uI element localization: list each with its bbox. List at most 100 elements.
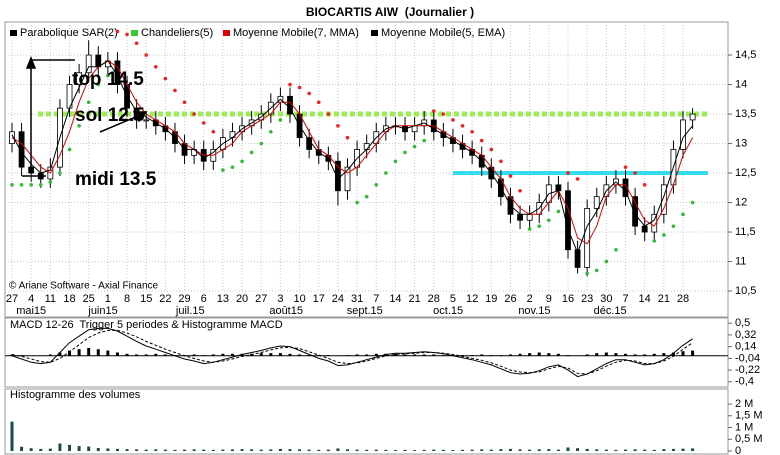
- sar-dot: [115, 29, 120, 34]
- x-tick-label: 6: [201, 293, 207, 305]
- x-tick-label: 14: [389, 293, 401, 305]
- sar-dot: [240, 159, 244, 164]
- sar-dot: [58, 171, 62, 175]
- y-tick-label: 10,5: [735, 285, 756, 297]
- sar-dot: [604, 259, 609, 264]
- sar-dot: [288, 82, 292, 87]
- histogram-bar: [508, 354, 512, 356]
- x-tick-label: 22: [159, 293, 171, 305]
- sar-dot: [527, 227, 532, 231]
- histogram-bar: [518, 353, 522, 356]
- legend-label: Moyenne Mobile(7, MMA): [233, 27, 359, 39]
- x-tick-label: 30: [600, 293, 612, 305]
- sar-dot: [585, 271, 589, 276]
- panel-title: Histogramme des volumes: [10, 389, 141, 401]
- volume-bar: [413, 450, 417, 452]
- x-tick-label: 23: [581, 293, 593, 305]
- candle-body: [651, 213, 658, 233]
- sar-dot: [48, 180, 53, 184]
- y-tick-label: 1 M: [735, 421, 753, 433]
- histogram-bar: [77, 349, 81, 356]
- volume-bar: [154, 449, 158, 452]
- sar-dot: [479, 138, 484, 143]
- sar-dot: [681, 212, 685, 217]
- volume-bar: [77, 446, 81, 452]
- sar-dot: [422, 138, 426, 143]
- volume-bar: [691, 448, 695, 452]
- volume-bar: [288, 449, 292, 452]
- volume-bar: [221, 449, 225, 452]
- month-label: mai15: [16, 305, 46, 317]
- x-tick-label: 7: [622, 293, 628, 305]
- sar-dot: [547, 218, 551, 223]
- volume-bar: [556, 449, 560, 452]
- histogram-bar: [221, 353, 225, 356]
- legend-label: Parabolique SAR(2): [20, 27, 118, 39]
- sar-dot: [153, 65, 158, 69]
- volume-bar: [106, 448, 110, 452]
- legend-swatch: [371, 30, 378, 36]
- volume-bar: [681, 448, 685, 452]
- volume-bar: [403, 449, 407, 452]
- annotation: midi 13.5: [75, 169, 157, 190]
- sar-dot: [508, 174, 513, 178]
- volume-bar: [662, 449, 666, 452]
- sar-dot: [460, 124, 465, 128]
- volume-bar: [489, 449, 493, 452]
- candle-body: [689, 113, 696, 121]
- histogram-bar: [671, 352, 675, 356]
- x-tick-label: 9: [546, 293, 552, 305]
- volume-bar: [346, 449, 350, 452]
- x-tick-label: 1: [105, 293, 111, 305]
- sar-dot: [614, 247, 618, 252]
- volume-bar: [125, 449, 129, 452]
- histogram-bar: [585, 354, 589, 356]
- histogram-bar: [106, 350, 110, 356]
- volume-bar: [20, 446, 24, 452]
- y-tick-label: 1,5 M: [735, 410, 763, 422]
- sar-dot: [86, 100, 91, 105]
- volume-bar: [643, 449, 647, 452]
- candle-body: [593, 196, 600, 209]
- sar-dot: [336, 124, 340, 128]
- annotation: sol 12.5: [75, 105, 145, 126]
- histogram-bar: [326, 355, 330, 356]
- volume-bar: [595, 449, 599, 452]
- x-tick-label: 5: [450, 293, 456, 305]
- volume-bar: [374, 449, 378, 452]
- y-tick-label: 14: [735, 78, 747, 90]
- volume-bar: [240, 449, 244, 452]
- sar-dot: [470, 129, 474, 134]
- histogram-bar: [633, 354, 637, 356]
- volume-bar: [298, 449, 302, 452]
- panel-bar: 2 M1,5 M1 M0,5 M0 Histogramme des volumes: [10, 389, 763, 455]
- histogram-bar: [499, 355, 503, 356]
- volume-bar: [585, 448, 589, 452]
- panel-title: MACD 12-26 Trigger 5 periodes & Histogra…: [10, 319, 283, 331]
- volume-bar: [461, 449, 465, 452]
- sar-dot: [566, 171, 570, 175]
- histogram-bar: [614, 353, 618, 356]
- sar-dot: [652, 239, 657, 243]
- volume-bar: [652, 449, 656, 452]
- histogram-bar: [58, 352, 62, 356]
- candle-body: [76, 72, 83, 85]
- sar-dot: [106, 73, 110, 78]
- x-tick-label: 24: [332, 293, 344, 305]
- volume-bar: [317, 449, 321, 452]
- candle-body: [85, 54, 92, 74]
- x-tick-label: 27: [255, 293, 267, 305]
- volume-bar: [144, 449, 148, 452]
- volume-bar: [192, 449, 196, 452]
- month-label: août15: [269, 305, 303, 317]
- histogram-bar: [365, 354, 369, 356]
- y-tick-label: 11: [735, 255, 746, 267]
- sar-dot: [163, 76, 168, 81]
- histogram-bar: [432, 354, 436, 356]
- histogram-bar: [528, 353, 532, 356]
- sar-dot: [671, 224, 676, 228]
- histogram-bar: [115, 352, 119, 356]
- histogram-bar: [403, 354, 407, 356]
- histogram-bar: [556, 353, 560, 356]
